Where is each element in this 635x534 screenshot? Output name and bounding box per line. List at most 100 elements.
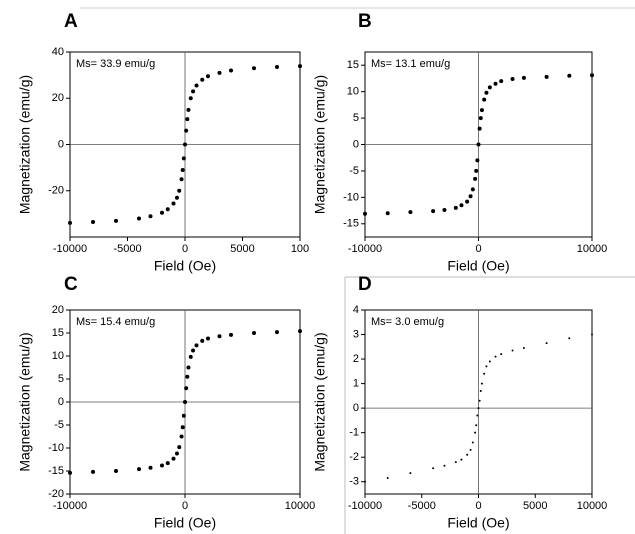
x-tick-label: 5000 xyxy=(230,243,254,255)
data-point xyxy=(475,158,480,163)
data-point xyxy=(194,343,199,348)
y-tick-label: -15 xyxy=(48,465,64,477)
data-point xyxy=(181,156,186,161)
x-tick-label: 0 xyxy=(182,243,188,255)
y-tick-label: 10 xyxy=(347,86,359,98)
data-point xyxy=(252,66,256,71)
data-point xyxy=(184,386,189,391)
data-point xyxy=(510,76,515,81)
y-tick-label: 5 xyxy=(58,373,64,385)
data-point xyxy=(477,407,480,410)
y-tick-label: 5 xyxy=(353,112,359,124)
annotation: Ms= 15.4 emu/g xyxy=(76,316,155,328)
data-point xyxy=(364,480,366,483)
data-point xyxy=(206,336,210,341)
data-point xyxy=(171,456,176,461)
x-tick-label: -10000 xyxy=(53,243,87,255)
y-tick-label: 10 xyxy=(52,350,64,362)
data-point xyxy=(487,85,492,90)
data-point xyxy=(229,332,233,337)
data-point xyxy=(183,142,187,147)
data-point xyxy=(177,445,182,450)
y-tick-label: -1 xyxy=(349,427,359,439)
data-point xyxy=(474,168,479,173)
annotation: Ms= 33.9 emu/g xyxy=(76,58,155,70)
data-point xyxy=(468,194,473,199)
data-point xyxy=(485,365,488,368)
data-point xyxy=(275,65,279,70)
x-tick-label: 10000 xyxy=(285,500,316,512)
data-point xyxy=(275,330,279,335)
y-tick-label: 20 xyxy=(52,304,64,316)
data-point xyxy=(160,210,164,215)
data-point xyxy=(386,477,389,480)
data-point xyxy=(431,209,436,214)
data-point xyxy=(160,463,164,468)
data-point xyxy=(473,176,478,181)
data-point xyxy=(114,469,118,473)
panel-letter: C xyxy=(64,274,78,295)
data-point xyxy=(432,467,435,470)
data-point xyxy=(180,167,185,172)
data-point xyxy=(482,97,487,102)
data-point xyxy=(165,207,170,212)
data-point xyxy=(229,68,233,73)
data-point xyxy=(217,334,222,339)
data-point xyxy=(408,210,413,215)
y-tick-label: -20 xyxy=(48,488,64,500)
data-point xyxy=(180,425,185,430)
data-point xyxy=(186,365,191,370)
data-point xyxy=(459,203,464,208)
data-point xyxy=(469,448,472,451)
x-axis-label: Field (Oe) xyxy=(447,258,509,274)
x-axis-label: Field (Oe) xyxy=(154,258,216,274)
y-tick-label: 0 xyxy=(353,402,359,414)
data-point xyxy=(194,83,199,88)
data-point xyxy=(511,349,514,352)
y-tick-label: 3 xyxy=(353,328,359,340)
data-point xyxy=(474,431,477,434)
data-point xyxy=(493,81,498,86)
annotation: Ms= 13.1 emu/g xyxy=(371,58,450,70)
y-tick-label: -20 xyxy=(48,185,64,197)
y-tick-label: 1 xyxy=(353,378,359,390)
data-point xyxy=(591,333,593,336)
x-tick-label: 100 xyxy=(291,243,309,255)
data-point xyxy=(174,195,179,200)
data-point xyxy=(488,360,491,363)
data-point xyxy=(188,354,193,359)
y-axis-label: Magnetization (emu/g) xyxy=(17,75,33,214)
data-point xyxy=(148,465,153,470)
y-axis-label: Magnetization (emu/g) xyxy=(312,332,328,471)
data-point xyxy=(188,96,193,101)
y-tick-label: 0 xyxy=(58,396,64,408)
data-point xyxy=(478,116,483,121)
x-tick-label: 0 xyxy=(475,500,481,512)
data-point xyxy=(68,220,72,225)
y-axis-label: Magnetization (emu/g) xyxy=(312,75,328,214)
y-axis-label: Magnetization (emu/g) xyxy=(17,332,33,471)
y-tick-label: 15 xyxy=(347,59,359,71)
data-point xyxy=(454,461,457,464)
data-point xyxy=(191,348,196,353)
data-point xyxy=(442,208,447,213)
data-point xyxy=(191,89,196,94)
data-point xyxy=(298,329,302,334)
data-point xyxy=(177,188,182,193)
data-point xyxy=(68,470,72,475)
data-point xyxy=(567,73,572,78)
data-point xyxy=(409,472,412,475)
data-point xyxy=(185,374,190,379)
data-point xyxy=(568,337,571,340)
y-tick-label: -15 xyxy=(343,218,359,230)
data-point xyxy=(476,414,479,417)
data-point xyxy=(91,219,95,224)
panel-letter: B xyxy=(358,11,372,32)
data-point xyxy=(466,453,469,456)
data-point xyxy=(200,338,205,343)
data-point xyxy=(186,107,191,112)
y-tick-label: -10 xyxy=(343,191,359,203)
x-tick-label: 0 xyxy=(182,500,188,512)
panel-letter: A xyxy=(64,11,78,32)
x-tick-label: 10000 xyxy=(577,243,608,255)
